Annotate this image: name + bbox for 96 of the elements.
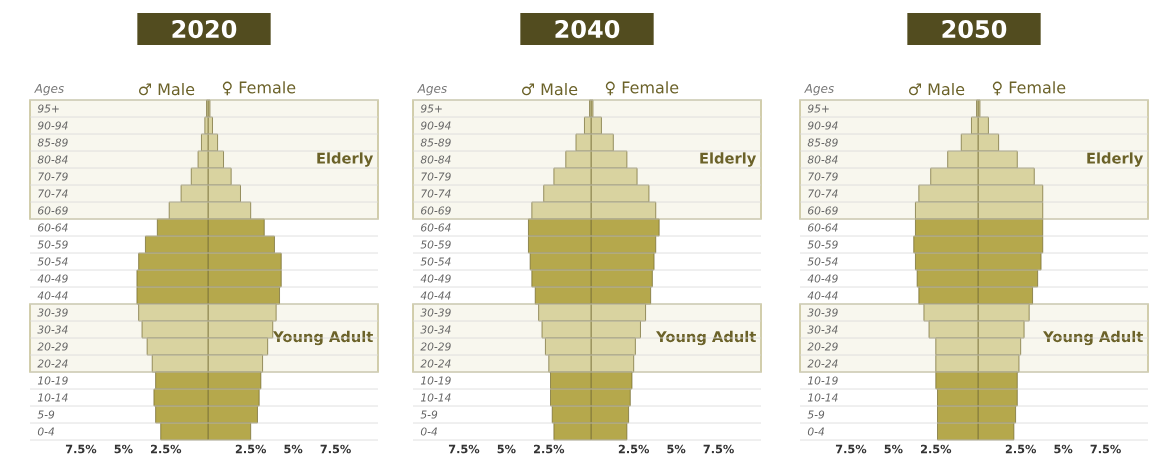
y-tick-label: 30-34 [37, 325, 68, 334]
y-tick-label: 70-74 [808, 189, 838, 198]
x-tick-label: 2.5% [150, 444, 182, 454]
y-tick-label: 70-74 [38, 189, 68, 198]
y-tick-label: 20-29 [37, 342, 68, 351]
y-tick-label: 60-69 [38, 206, 68, 215]
x-tick-label: 7.5% [835, 444, 867, 454]
y-tick-label: 0-4 [420, 427, 438, 436]
y-tick-label: 50-54 [807, 257, 838, 266]
band-label: Young Adult [1042, 330, 1143, 346]
y-tick-label: 85-89 [37, 138, 68, 147]
chart-title: 2020 [172, 20, 237, 39]
y-tick-label: 90-94 [420, 121, 451, 130]
y-tick-label: 60-69 [808, 206, 838, 215]
y-tick-label: 40-44 [420, 291, 451, 300]
y-tick-label: 30-39 [37, 308, 68, 317]
y-tick-label: 60-69 [421, 206, 451, 215]
y-tick-label: 10-19 [420, 376, 451, 385]
y-tick-label: 50-54 [37, 257, 68, 266]
y-tick-label: 70-79 [808, 172, 838, 181]
y-tick-label: 40-49 [37, 274, 68, 283]
y-tick-label: 60-64 [38, 223, 68, 232]
y-tick-label: 0-4 [37, 427, 55, 436]
y-tick-label: 20-29 [420, 342, 451, 351]
y-axis-title: Ages [34, 84, 64, 96]
y-tick-label: 60-64 [808, 223, 838, 232]
x-tick-label: 5% [497, 444, 516, 454]
x-tick-label: 2.5% [235, 444, 267, 454]
band-label: Elderly [317, 152, 374, 167]
x-tick-label: 5% [667, 444, 686, 454]
y-tick-label: 5-9 [807, 410, 825, 419]
x-tick-label: 5% [1054, 444, 1073, 454]
chart-title: 2050 [942, 20, 1007, 39]
y-tick-label: 70-79 [421, 172, 451, 181]
y-tick-label: 95+ [37, 104, 59, 113]
y-tick-label: 5-9 [37, 410, 55, 419]
y-tick-label: 10-19 [37, 376, 68, 385]
x-tick-label: 2.5% [920, 444, 952, 454]
y-tick-label: 70-79 [38, 172, 68, 181]
y-tick-label: 50-59 [420, 240, 451, 249]
x-tick-label: 7.5% [320, 444, 351, 454]
x-tick-label: 2.5% [533, 444, 565, 454]
series-label: ♀ Female [992, 81, 1066, 96]
y-tick-label: 0-4 [807, 427, 825, 436]
chart-title: 2040 [555, 20, 620, 39]
y-tick-label: 85-89 [420, 138, 451, 147]
x-tick-label: 7.5% [703, 444, 734, 454]
y-tick-label: 50-54 [420, 257, 451, 266]
y-tick-label: 70-74 [421, 189, 451, 198]
band-label: Young Adult [655, 330, 756, 346]
y-tick-label: 95+ [807, 104, 829, 113]
x-tick-label: 2.5% [618, 444, 650, 454]
y-tick-label: 20-29 [807, 342, 838, 351]
series-label: ♀ Female [222, 81, 296, 96]
series-label: ♂ Male [909, 82, 965, 96]
y-tick-label: 10-14 [420, 393, 451, 402]
y-tick-label: 5-9 [420, 410, 438, 419]
y-tick-label: 80-84 [420, 155, 451, 164]
y-tick-label: 20-24 [420, 359, 451, 368]
y-tick-label: 10-14 [807, 393, 838, 402]
y-tick-label: 90-94 [807, 121, 838, 130]
y-tick-label: 60-64 [421, 223, 451, 232]
y-tick-label: 50-59 [37, 240, 68, 249]
y-tick-label: 50-59 [807, 240, 838, 249]
series-label: ♂ Male [139, 82, 195, 96]
series-label: ♂ Male [522, 82, 578, 96]
series-label: ♀ Female [605, 81, 679, 96]
y-axis-title: Ages [804, 84, 834, 96]
y-tick-label: 40-49 [420, 274, 451, 283]
x-tick-label: 7.5% [65, 444, 97, 454]
y-tick-label: 10-14 [37, 393, 68, 402]
x-tick-label: 7.5% [448, 444, 480, 454]
y-tick-label: 90-94 [37, 121, 68, 130]
y-tick-label: 80-84 [37, 155, 68, 164]
y-tick-label: 40-44 [807, 291, 838, 300]
y-tick-label: 10-19 [807, 376, 838, 385]
y-tick-label: 80-84 [807, 155, 838, 164]
y-tick-label: 85-89 [807, 138, 838, 147]
band-label: Elderly [700, 152, 757, 167]
y-axis-title: Ages [417, 84, 447, 96]
x-tick-label: 7.5% [1090, 444, 1121, 454]
x-tick-label: 2.5% [1005, 444, 1037, 454]
x-tick-label: 5% [114, 444, 133, 454]
y-tick-label: 20-24 [807, 359, 838, 368]
y-tick-label: 95+ [420, 104, 442, 113]
y-tick-label: 20-24 [37, 359, 68, 368]
y-tick-label: 40-49 [807, 274, 838, 283]
band-label: Elderly [1087, 152, 1144, 167]
y-tick-label: 30-39 [807, 308, 838, 317]
y-tick-label: 40-44 [37, 291, 68, 300]
x-tick-label: 5% [284, 444, 303, 454]
y-tick-label: 30-34 [420, 325, 451, 334]
y-tick-label: 30-39 [420, 308, 451, 317]
x-tick-label: 5% [884, 444, 903, 454]
y-tick-label: 30-34 [807, 325, 838, 334]
band-label: Young Adult [272, 330, 373, 346]
